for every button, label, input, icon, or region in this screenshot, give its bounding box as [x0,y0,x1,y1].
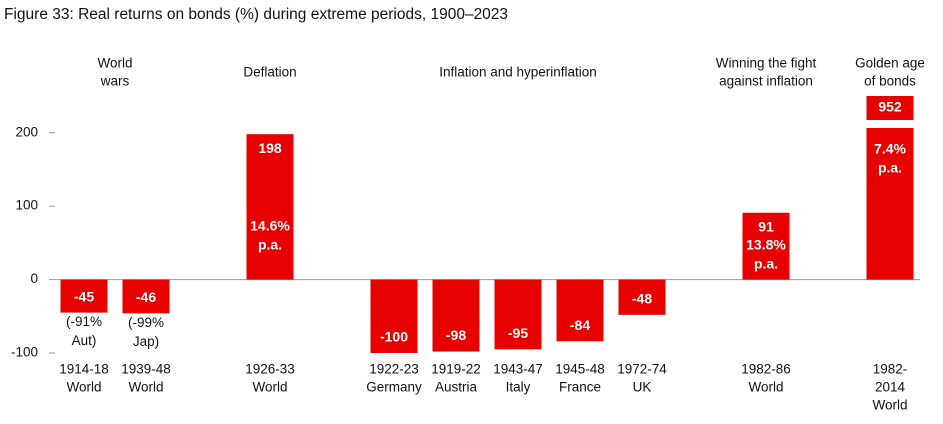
y-tick-label: 100 [15,198,38,213]
x-tick-label: Austria [435,380,478,395]
bar [494,279,542,350]
value-label: 91 [758,218,774,234]
bar [60,279,108,313]
chart-title: Figure 33: Real returns on bonds (%) dur… [4,6,508,23]
value-label: -46 [136,289,156,305]
bar [618,279,666,315]
bar-note: (-99% [128,315,164,330]
bar [432,279,480,352]
value-label: 198 [258,140,282,156]
value-label: -100 [380,329,408,345]
y-tick-label: 0 [30,271,38,286]
x-tick-label: World [128,380,163,395]
x-tick-label: 1943-47 [493,362,543,377]
x-tick-label: France [559,380,601,395]
group-label: wars [100,74,130,89]
bar [370,279,418,353]
x-tick-label: 1914-18 [59,362,109,377]
bar-note: (-91% [66,314,102,329]
bar [742,212,790,280]
x-tick-label: Germany [366,380,422,395]
group-label: Golden age [855,56,925,71]
x-tick-label: 2014 [875,380,906,395]
group-label: Deflation [243,65,296,80]
x-tick-label: 1982- [873,362,908,377]
bar-note: 7.4% [874,141,906,157]
y-tick-label: 200 [15,124,38,139]
group-label: of bonds [864,74,916,89]
group-label: against inflation [719,74,813,89]
axis-break [865,120,915,128]
bar-note: Jap) [133,334,159,349]
x-tick-label: UK [633,380,652,395]
value-label: 952 [878,99,902,115]
value-label: -98 [446,327,466,343]
x-tick-label: 1939-48 [121,362,171,377]
bar [122,279,170,314]
bar-note: p.a. [878,160,902,176]
group-label: Inflation and hyperinflation [439,65,597,80]
value-label: -95 [508,325,528,341]
x-tick-label: 1982-86 [741,362,791,377]
x-tick-label: World [872,398,907,413]
bar-note: p.a. [258,237,282,253]
x-tick-label: 1945-48 [555,362,605,377]
value-label: -45 [74,288,94,304]
value-label: -48 [632,291,652,307]
x-tick-label: World [66,380,101,395]
x-tick-label: World [748,380,783,395]
x-tick-label: 1972-74 [617,362,667,377]
bar-note: 13.8% [746,236,786,252]
bar [246,134,294,280]
group-label: World [97,56,132,71]
x-tick-label: Italy [506,380,531,395]
bar [556,279,604,342]
x-tick-label: 1919-22 [431,362,481,377]
x-tick-label: World [252,380,287,395]
bar-note: 14.6% [250,218,290,234]
group-label: Winning the fight [716,56,817,71]
bar-note: Aut) [72,333,97,348]
y-tick-label: -100 [11,345,38,360]
bar-note: p.a. [754,255,778,271]
value-label: -84 [570,317,590,333]
x-tick-label: 1926-33 [245,362,295,377]
x-tick-label: 1922-23 [369,362,419,377]
